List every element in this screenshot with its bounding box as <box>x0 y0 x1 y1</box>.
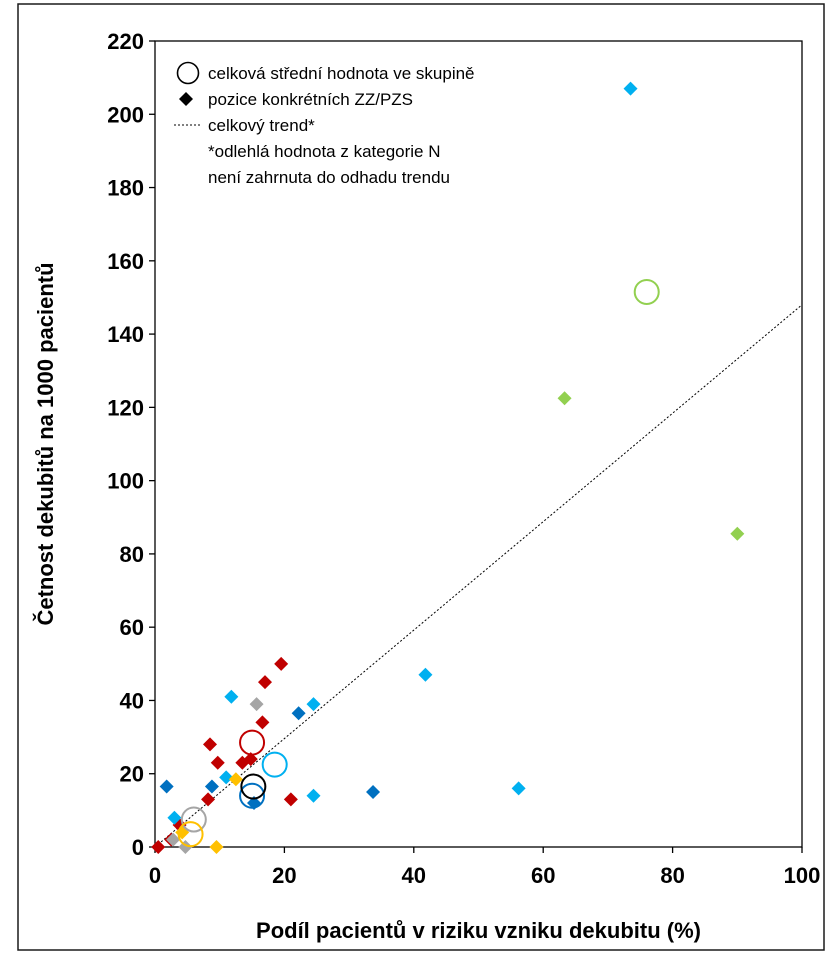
means-layer <box>177 278 660 848</box>
legend-points-label: pozice konkrétních ZZ/PZS <box>208 90 413 109</box>
y-tick-label: 40 <box>120 688 144 713</box>
x-tick-label: 60 <box>531 863 555 888</box>
y-tick-label: 0 <box>132 835 144 860</box>
axis-ticks: 0 20 40 60 80 100 120 140 160 180 200 220 0 20 40 60 80 1… <box>107 29 820 888</box>
y-tick-label: 160 <box>107 249 144 274</box>
group-mean-marker <box>239 782 266 809</box>
y-tick-label: 140 <box>107 322 144 347</box>
data-point <box>219 770 234 785</box>
legend-points-icon <box>179 92 193 106</box>
y-tick-label: 200 <box>107 102 144 127</box>
data-point <box>511 781 526 796</box>
data-point <box>306 788 321 803</box>
chart-frame <box>17 3 825 951</box>
x-tick-label: 80 <box>660 863 684 888</box>
data-point <box>257 675 272 690</box>
y-axis-title: Četnost dekubitů na 1000 pacientů <box>33 262 58 625</box>
group-mean-marker <box>633 278 660 305</box>
y-tick-label: 180 <box>107 176 144 201</box>
trend-layer <box>154 304 803 848</box>
y-tick-label: 120 <box>107 395 144 420</box>
y-tick-label: 20 <box>120 762 144 787</box>
data-point <box>167 810 182 825</box>
x-tick-label: 20 <box>272 863 296 888</box>
data-point <box>291 706 306 721</box>
data-point <box>255 715 270 730</box>
x-tick-label: 100 <box>784 863 821 888</box>
data-point <box>557 391 572 406</box>
y-tick-label: 220 <box>107 29 144 54</box>
data-point <box>166 832 181 847</box>
group-mean-marker <box>240 773 267 800</box>
data-point <box>418 667 433 682</box>
data-point <box>204 779 219 794</box>
data-point <box>730 526 745 541</box>
group-mean-marker <box>261 751 288 778</box>
data-point <box>366 785 381 800</box>
group-mean-marker <box>177 821 204 848</box>
y-tick-label: 80 <box>120 542 144 567</box>
data-point <box>202 737 217 752</box>
data-point <box>209 840 224 854</box>
data-point <box>151 840 166 854</box>
group-mean-marker <box>180 806 207 833</box>
x-tick-label: 0 <box>149 863 161 888</box>
data-point <box>243 752 258 767</box>
legend-note-line1: *odlehlá hodnota z kategorie N <box>208 142 441 161</box>
data-point <box>201 792 216 807</box>
y-tick-label: 100 <box>107 469 144 494</box>
legend-mean-label: celková střední hodnota ve skupině <box>208 64 475 83</box>
plot-area <box>154 40 803 848</box>
data-point <box>283 792 298 807</box>
legend-note-line2: není zahrnuta do odhadu trendu <box>208 168 450 187</box>
data-point <box>228 772 243 787</box>
trend-line <box>154 304 803 848</box>
legend-trend-label: celkový trend* <box>208 116 315 135</box>
data-point <box>274 656 289 671</box>
data-point <box>249 697 264 712</box>
data-point <box>224 689 239 704</box>
data-point <box>159 779 174 794</box>
data-point <box>306 697 321 712</box>
y-tick-label: 60 <box>120 615 144 640</box>
x-axis-title: Podíl pacientů v riziku vzniku dekubitu … <box>256 918 701 943</box>
group-mean-marker <box>239 729 266 756</box>
x-tick-label: 40 <box>402 863 426 888</box>
legend: celková střední hodnota ve skupině pozic… <box>174 61 475 187</box>
data-point <box>210 755 225 770</box>
legend-mean-icon <box>176 61 200 85</box>
points-layer <box>151 81 745 854</box>
data-point <box>623 81 638 96</box>
